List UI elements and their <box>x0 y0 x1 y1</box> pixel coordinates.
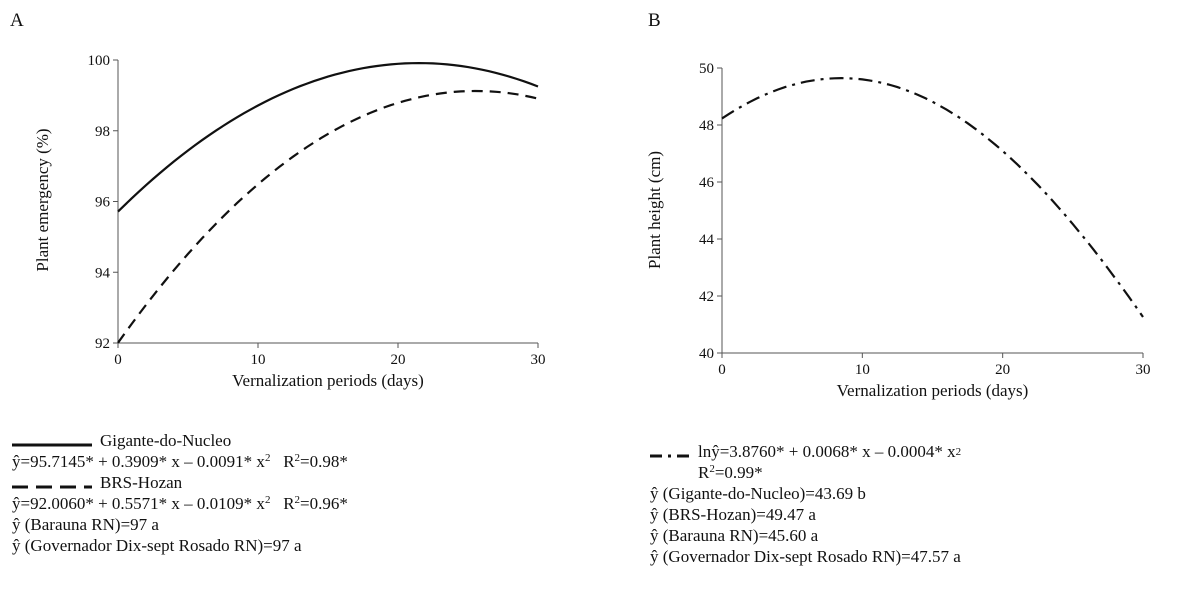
equation-exp: 2 <box>264 494 271 506</box>
panel-a-letter: A <box>10 10 24 31</box>
chart-b-y-axis-title: Plant height (cm) <box>645 151 664 269</box>
r2-value: =0.98* <box>300 452 348 471</box>
r2-exp: 2 <box>294 494 301 506</box>
equation-exp: 2 <box>264 452 271 464</box>
chart-b-x-tick-label: 10 <box>855 362 870 378</box>
r2-exp: 2 <box>294 452 301 464</box>
chart-b-series-line-0 <box>721 76 1144 318</box>
legend-a-governador: ŷ (Governador Dix-sept Rosado RN)=97 a <box>12 536 302 555</box>
legend-a-label-brs: BRS-Hozan <box>100 473 183 492</box>
legend-a-item-dashed: BRS-Hozan <box>12 472 348 493</box>
chart-a-y-tick-label: 94 <box>95 265 111 281</box>
legend-a-equation-gigante: ŷ=95.7145* + 0.3909* x – 0.0091* x2 R2=0… <box>12 451 348 472</box>
equation-text: lnŷ=3.8760* + 0.0068* x – 0.0004* x <box>698 442 956 461</box>
chart-b-y-tick-label: 40 <box>699 346 714 362</box>
r2-label: R <box>283 452 295 471</box>
legend-b-brs: ŷ (BRS-Hozan)=49.47 a <box>650 505 816 524</box>
chart-a-x-tick-label: 10 <box>251 352 266 368</box>
legend-solid-line-swatch <box>12 435 92 447</box>
chart-a-y-axis-title: Plant emergency (%) <box>33 128 52 271</box>
chart-a-y-tick-label: 96 <box>95 195 111 211</box>
legend-b-barauna: ŷ (Barauna RN)=45.60 a <box>650 526 819 545</box>
chart-a-y-tick-label: 92 <box>95 336 110 352</box>
r2-value: =0.99* <box>714 463 763 482</box>
chart-b-y-tick-label: 50 <box>699 61 714 77</box>
chart-a-x-axis-title: Vernalization periods (days) <box>232 371 424 390</box>
r2-exp: 2 <box>709 463 715 475</box>
chart-a-y-tick-label: 98 <box>95 124 110 140</box>
chart-a-x-tick-label: 30 <box>531 352 546 368</box>
chart-b-x-tick-label: 0 <box>718 362 726 378</box>
chart-a-y-tick-label: 100 <box>88 53 111 69</box>
legend-a-barauna: ŷ (Barauna RN)=97 a <box>12 515 159 534</box>
chart-b-x-tick-label: 20 <box>995 362 1010 378</box>
legend-dashed-line-swatch <box>12 477 92 489</box>
chart-a-x-tick-label: 0 <box>114 352 122 368</box>
legend-a-item-solid: Gigante-do-Nucleo <box>12 430 348 451</box>
chart-b-y-tick-label: 42 <box>699 289 714 305</box>
r2-label: R <box>283 494 295 513</box>
r2-value: =0.96* <box>300 494 348 513</box>
legend-dashdot-line-swatch <box>650 446 690 458</box>
chart-b-x-axis-title: Vernalization periods (days) <box>837 381 1029 400</box>
legend-b-gigante: ŷ (Gigante-do-Nucleo)=43.69 b <box>650 484 866 503</box>
equation-text: ŷ=95.7145* + 0.3909* x – 0.0091* x <box>12 452 265 471</box>
chart-b-y-tick-label: 44 <box>699 232 715 248</box>
equation-text: ŷ=92.0060* + 0.5571* x – 0.0109* x <box>12 494 265 513</box>
r2-label: R <box>698 463 710 482</box>
legend-b-r2: R2=0.99* <box>650 462 961 483</box>
chart-a-series-gigante-do-nucleo <box>117 61 539 213</box>
panel-b-letter: B <box>648 10 661 31</box>
chart-a-x-tick-label: 20 <box>391 352 406 368</box>
chart-b-y-tick-label: 46 <box>699 175 715 191</box>
legend-a-label-gigante: Gigante-do-Nucleo <box>100 431 232 450</box>
chart-a-series-brs-hozan <box>117 89 539 344</box>
legend-a: Gigante-do-Nucleo ŷ=95.7145* + 0.3909* x… <box>12 430 348 556</box>
chart-b-y-tick-label: 48 <box>699 118 714 134</box>
chart-b-x-tick-label: 30 <box>1136 362 1151 378</box>
legend-a-equation-brs: ŷ=92.0060* + 0.5571* x – 0.0109* x2 R2=0… <box>12 493 348 514</box>
legend-b-governador: ŷ (Governador Dix-sept Rosado RN)=47.57 … <box>650 547 961 566</box>
